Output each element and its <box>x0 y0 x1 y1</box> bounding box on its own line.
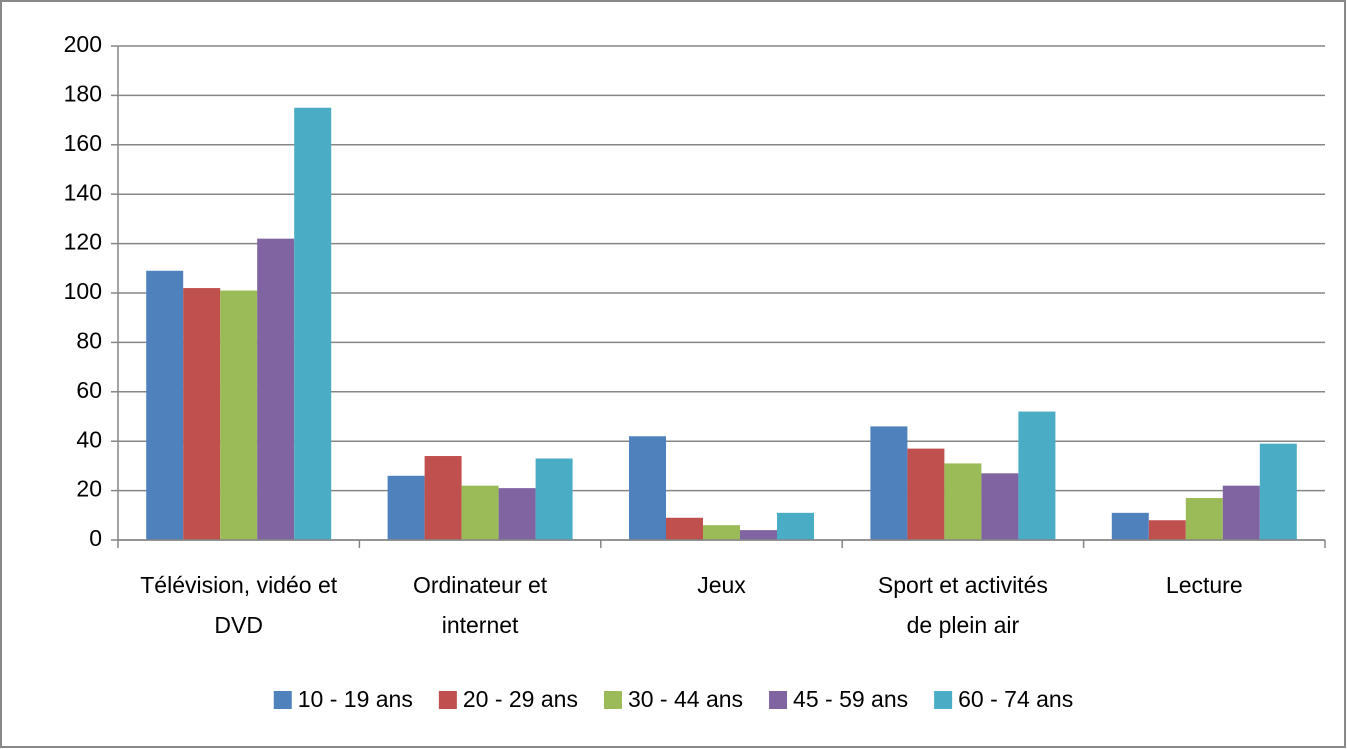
x-tick-label: Sport et activités de plein air <box>877 572 1048 638</box>
bar <box>666 517 703 540</box>
y-tick-label: 160 <box>64 130 102 156</box>
y-tick-label: 20 <box>76 476 102 502</box>
bar <box>703 525 740 540</box>
legend-label: 60 - 74 ans <box>958 686 1073 712</box>
bar <box>498 488 536 540</box>
bar <box>535 458 573 540</box>
bar <box>1259 443 1297 540</box>
legend-swatch <box>934 691 953 709</box>
bar <box>1185 498 1223 540</box>
legend-label: 30 - 44 ans <box>628 686 743 712</box>
legend-swatch <box>603 691 622 709</box>
x-tick-label: Jeux <box>697 572 746 598</box>
bar <box>870 426 908 540</box>
bar <box>907 448 945 540</box>
legend-label: 10 - 19 ans <box>298 686 413 712</box>
bar <box>944 463 982 540</box>
bar <box>777 512 814 540</box>
legend-swatch <box>438 691 457 709</box>
y-tick-label: 0 <box>89 525 102 551</box>
y-tick-label: 60 <box>76 377 102 403</box>
bar <box>740 530 777 540</box>
y-tick-label: 80 <box>76 327 102 353</box>
bar <box>220 290 258 540</box>
y-tick-label: 140 <box>64 179 102 205</box>
y-tick-label: 180 <box>64 80 102 106</box>
legend: 10 - 19 ans 20 - 29 ans 30 - 44 ans 45 - 59… <box>273 686 1073 712</box>
y-tick-label: 200 <box>64 31 102 57</box>
y-tick-label: 40 <box>76 426 102 452</box>
bar <box>1148 520 1186 540</box>
bar <box>981 473 1019 540</box>
y-tick-label: 120 <box>64 229 102 255</box>
bar <box>629 436 666 540</box>
bar <box>257 238 295 540</box>
x-tick-label: Ordinateur et internet <box>412 572 548 638</box>
bar <box>387 475 425 540</box>
x-tick-label-box: Lecture <box>1165 572 1243 598</box>
bar <box>424 456 462 540</box>
x-tick-label-box: Jeux <box>697 572 746 598</box>
x-tick-label-box: Télévision, vidéo et DVD <box>140 572 338 638</box>
bar <box>183 288 221 540</box>
legend-swatch <box>273 691 292 709</box>
bar <box>294 107 332 540</box>
bar <box>1111 512 1149 540</box>
bar <box>1018 411 1056 540</box>
legend-label: 45 - 59 ans <box>793 686 908 712</box>
bar <box>461 485 499 540</box>
x-tick-label: Lecture <box>1165 572 1243 598</box>
legend-swatch <box>769 691 788 709</box>
bar <box>1222 485 1260 540</box>
x-tick-label: Télévision, vidéo et DVD <box>140 572 338 638</box>
x-tick-label-box: Ordinateur et internet <box>412 572 548 638</box>
y-tick-label: 100 <box>64 278 102 304</box>
legend-label: 20 - 29 ans <box>463 686 578 712</box>
x-tick-label-box: Sport et activités de plein air <box>877 572 1048 638</box>
bar <box>146 270 184 540</box>
